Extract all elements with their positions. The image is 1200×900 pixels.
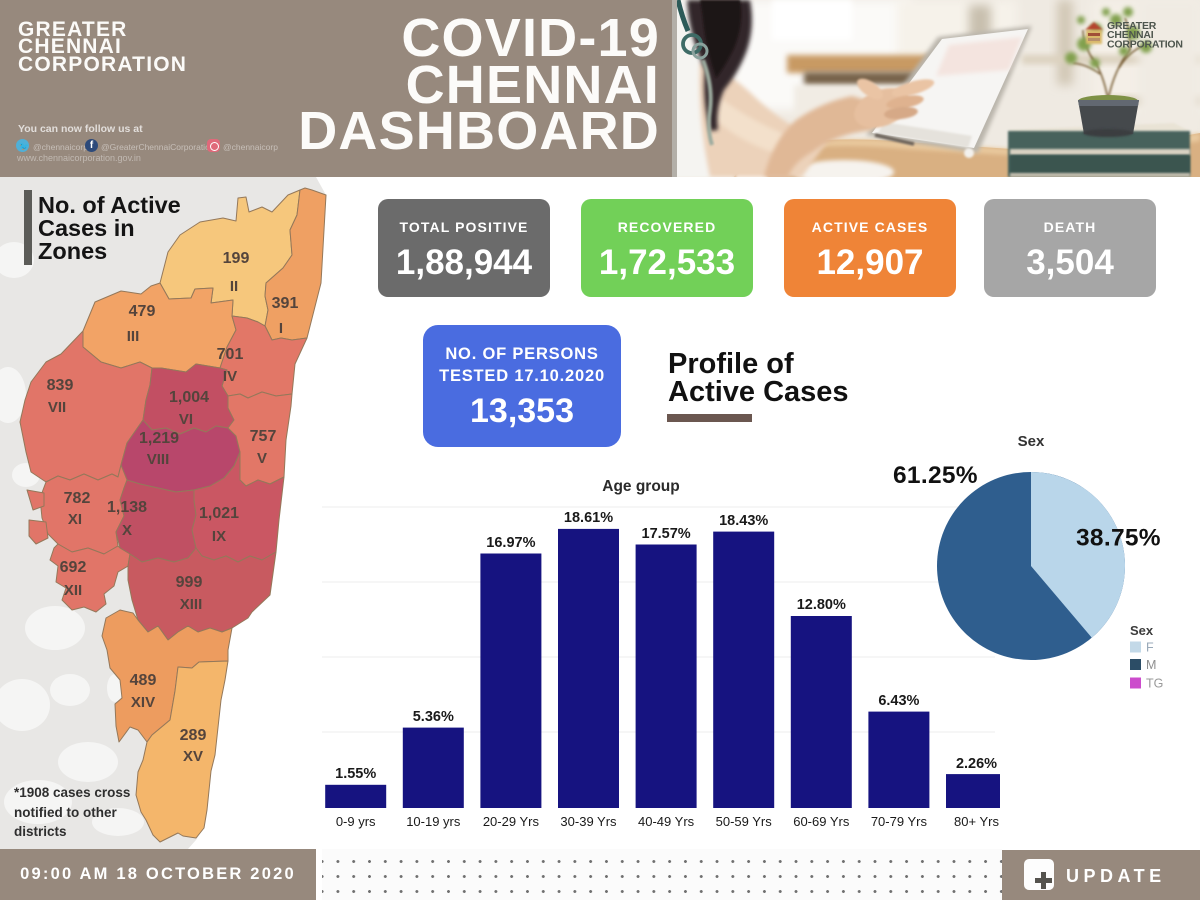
svg-text:692: 692 <box>60 559 87 576</box>
svg-text:V: V <box>257 450 267 467</box>
svg-text:839: 839 <box>47 377 74 394</box>
svg-text:VII: VII <box>48 399 66 416</box>
svg-text:Age group: Age group <box>602 478 680 495</box>
svg-text:IV: IV <box>223 368 237 385</box>
svg-text:2.26%: 2.26% <box>956 756 997 772</box>
svg-text:489: 489 <box>130 672 157 689</box>
svg-text:10-19 yrs: 10-19 yrs <box>406 814 461 829</box>
svg-text:XII: XII <box>64 582 82 599</box>
svg-text:70-79 Yrs: 70-79 Yrs <box>871 814 928 829</box>
svg-text:38.75%: 38.75% <box>1076 525 1161 552</box>
svg-text:1,219: 1,219 <box>139 430 179 447</box>
svg-text:40-49 Yrs: 40-49 Yrs <box>638 814 695 829</box>
svg-text:5.36%: 5.36% <box>413 709 454 725</box>
svg-text:II: II <box>230 278 238 295</box>
svg-text:17.57%: 17.57% <box>642 526 691 542</box>
svg-text:0-9 yrs: 0-9 yrs <box>336 814 376 829</box>
svg-text:782: 782 <box>64 490 91 507</box>
svg-text:30-39 Yrs: 30-39 Yrs <box>560 814 617 829</box>
svg-text:VIII: VIII <box>147 451 170 468</box>
svg-text:TG: TG <box>1146 677 1163 691</box>
svg-text:1.55%: 1.55% <box>335 766 376 782</box>
svg-text:Sex: Sex <box>1018 433 1045 450</box>
svg-text:391: 391 <box>272 295 299 312</box>
svg-text:CORPORATION: CORPORATION <box>1107 39 1183 51</box>
svg-text:M: M <box>1146 658 1156 672</box>
svg-text:289: 289 <box>180 727 207 744</box>
svg-text:479: 479 <box>129 303 156 320</box>
svg-text:IX: IX <box>212 528 226 545</box>
svg-text:1,138: 1,138 <box>107 499 147 516</box>
svg-text:XV: XV <box>183 748 203 765</box>
svg-text:12.80%: 12.80% <box>797 597 846 613</box>
svg-text:GREATER: GREATER <box>1107 20 1157 32</box>
svg-text:VI: VI <box>179 411 193 428</box>
svg-text:F: F <box>1146 641 1154 655</box>
svg-text:XI: XI <box>68 511 82 528</box>
svg-text:XIII: XIII <box>180 596 203 613</box>
svg-text:20-29 Yrs: 20-29 Yrs <box>483 814 540 829</box>
svg-text:1,004: 1,004 <box>169 389 209 406</box>
svg-text:80+ Yrs: 80+ Yrs <box>954 814 999 829</box>
svg-text:CHENNAI: CHENNAI <box>1107 29 1154 41</box>
svg-text:60-69 Yrs: 60-69 Yrs <box>793 814 850 829</box>
svg-text:61.25%: 61.25% <box>893 462 978 489</box>
svg-text:18.43%: 18.43% <box>719 513 768 529</box>
svg-text:701: 701 <box>217 346 244 363</box>
svg-text:199: 199 <box>223 250 250 267</box>
svg-text:999: 999 <box>176 574 203 591</box>
svg-text:XIV: XIV <box>131 694 155 711</box>
svg-text:III: III <box>127 328 140 345</box>
svg-text:18.61%: 18.61% <box>564 510 613 526</box>
svg-text:50-59 Yrs: 50-59 Yrs <box>716 814 773 829</box>
svg-text:1,021: 1,021 <box>199 505 239 522</box>
svg-text:Sex: Sex <box>1130 623 1154 638</box>
svg-text:I: I <box>279 320 283 337</box>
svg-text:16.97%: 16.97% <box>486 535 535 551</box>
svg-text:757: 757 <box>250 428 277 445</box>
svg-text:6.43%: 6.43% <box>878 693 919 709</box>
svg-text:X: X <box>122 522 132 539</box>
